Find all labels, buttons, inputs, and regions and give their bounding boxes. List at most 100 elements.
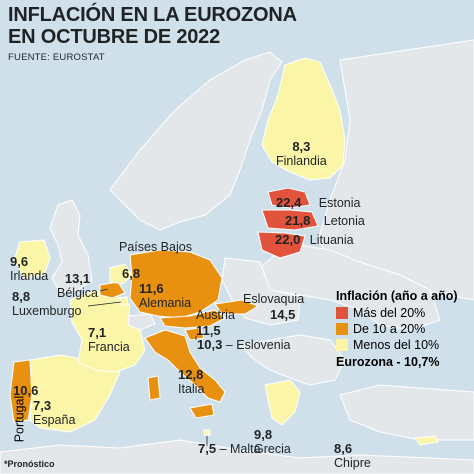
label-italy: 12,8 Italia bbox=[178, 367, 204, 397]
cyprus-name: Chipre bbox=[334, 456, 371, 470]
belgium-name: Bélgica bbox=[57, 286, 98, 300]
germany-name: Alemania bbox=[139, 296, 192, 310]
title: INFLACIÓN EN LA EUROZONA EN OCTUBRE DE 2… bbox=[8, 4, 297, 48]
netherlands-value: 6,8 bbox=[122, 266, 141, 281]
turkey-shape bbox=[339, 384, 474, 441]
estonia-shape bbox=[267, 187, 311, 209]
finland-value: 8,3 bbox=[292, 139, 311, 154]
netherlands-name: Países Bajos bbox=[119, 240, 192, 254]
netherlands-shape bbox=[109, 263, 133, 285]
greece-name: Grecia bbox=[254, 442, 291, 456]
malta-separator: – bbox=[219, 442, 227, 456]
footnote: *Pronóstico bbox=[4, 459, 55, 469]
slovakia-value: 14,5 bbox=[270, 307, 296, 322]
source-label: FUENTE: EUROSTAT bbox=[8, 52, 105, 63]
label-germany: 11,6 Alemania bbox=[139, 281, 191, 311]
balkans-shape bbox=[238, 334, 346, 386]
label-lithuania: 22,0 Lituania bbox=[275, 232, 354, 247]
legend-item-mid: De 10 a 20% bbox=[336, 321, 470, 337]
label-cyprus: 8,6 Chipre bbox=[334, 441, 371, 471]
spain-value: 7,3 bbox=[33, 398, 52, 413]
malta-name: Malta bbox=[230, 442, 261, 456]
legend-swatch-low bbox=[336, 339, 348, 351]
non-eurozone-land bbox=[0, 39, 474, 474]
finland-shape bbox=[261, 57, 346, 181]
lithuania-name: Lituania bbox=[309, 233, 354, 247]
label-spain: 7,3 España bbox=[33, 398, 75, 428]
label-belgium: 13,1 Bélgica bbox=[57, 271, 98, 301]
label-slovakia: Eslovaquia 14,5 bbox=[243, 292, 304, 322]
label-ireland: 9,6 Irlanda bbox=[10, 254, 48, 284]
ireland-name: Irlanda bbox=[10, 269, 49, 283]
title-line-1: INFLACIÓN EN LA EUROZONA bbox=[8, 4, 297, 26]
legend-swatch-mid bbox=[336, 323, 348, 335]
legend-label-mid: De 10 a 20% bbox=[353, 322, 426, 336]
cyprus-value: 8,6 bbox=[334, 441, 353, 456]
uk-shape bbox=[49, 199, 93, 293]
slovakia-name: Eslovaquia bbox=[243, 292, 305, 306]
finland-name: Finlandia bbox=[276, 154, 327, 168]
slovenia-name: Eslovenia bbox=[236, 338, 291, 352]
title-line-2: EN OCTUBRE DE 2022 bbox=[8, 26, 221, 48]
luxembourg-name: Luxemburgo bbox=[12, 304, 82, 318]
lithuania-shape bbox=[257, 231, 306, 259]
austria-value: 11,5 bbox=[196, 323, 221, 338]
label-portugal-name: Portugal bbox=[12, 396, 26, 443]
germany-shape bbox=[129, 249, 223, 319]
latvia-value: 21,8 bbox=[285, 213, 311, 228]
legend-title: Inflación (año a año) bbox=[336, 289, 458, 303]
portugal-value: 10,6 bbox=[13, 383, 39, 398]
belgium-leader bbox=[99, 288, 109, 292]
legend-item-low: Menos del 10% bbox=[336, 337, 470, 353]
italy-shape bbox=[144, 329, 226, 403]
legend: Inflación (año a año) Más del 20% De 10 … bbox=[336, 289, 470, 369]
slovakia-shape bbox=[214, 299, 260, 315]
france-shape bbox=[69, 289, 146, 373]
luxembourg-leader bbox=[87, 301, 122, 307]
label-netherlands-value: 6,8 bbox=[122, 266, 140, 281]
estonia-value: 22,4 bbox=[276, 195, 302, 210]
lithuania-value: 22,0 bbox=[275, 232, 301, 247]
spain-name: España bbox=[33, 413, 76, 427]
label-france: 7,1 Francia bbox=[88, 325, 130, 355]
malta-value: 7,5 bbox=[198, 441, 217, 456]
label-netherlands: Países Bajos bbox=[119, 240, 192, 254]
austria-name: Austria bbox=[196, 308, 235, 322]
ireland-value: 9,6 bbox=[10, 254, 29, 269]
label-portugal-value: 10,6 bbox=[13, 383, 38, 398]
malta-shape bbox=[203, 429, 211, 436]
eurozone-land bbox=[9, 57, 439, 446]
france-name: Francia bbox=[88, 340, 130, 354]
label-estonia: 22,4 Estonia bbox=[276, 195, 361, 210]
luxembourg-value: 8,8 bbox=[12, 289, 31, 304]
belgium-value: 13,1 bbox=[64, 271, 91, 286]
greece-shape bbox=[264, 379, 301, 426]
label-greece: 9,8 Grecia bbox=[254, 427, 291, 457]
label-finland: 8,3 Finlandia bbox=[276, 139, 327, 169]
sardinia-shape bbox=[147, 375, 161, 401]
legend-label-high: Más del 20% bbox=[353, 306, 426, 320]
label-malta: 7,5 – Malta bbox=[198, 441, 261, 456]
legend-item-high: Más del 20% bbox=[336, 305, 470, 321]
label-austria: Austria 11,5 bbox=[196, 308, 235, 338]
slovenia-separator: – bbox=[225, 338, 233, 352]
legend-swatch-high bbox=[336, 307, 348, 319]
greece-value: 9,8 bbox=[254, 427, 273, 442]
cyprus-shape bbox=[414, 435, 439, 446]
estonia-name: Estonia bbox=[318, 196, 361, 210]
italy-name: Italia bbox=[178, 382, 205, 396]
leader-lines bbox=[87, 288, 208, 446]
austria-shape bbox=[159, 309, 226, 329]
label-luxembourg: 8,8 Luxemburgo bbox=[12, 289, 82, 319]
scandinavia-shape bbox=[109, 51, 283, 231]
latvia-name: Letonia bbox=[323, 214, 365, 228]
eurozone-total: Eurozona - 10,7% bbox=[336, 355, 440, 369]
france-value: 7,1 bbox=[88, 325, 107, 340]
slovenia-shape bbox=[184, 327, 205, 341]
ireland-shape bbox=[13, 239, 51, 279]
latvia-shape bbox=[261, 209, 319, 231]
portugal-name: Portugal bbox=[12, 395, 27, 443]
italy-value: 12,8 bbox=[178, 367, 204, 382]
